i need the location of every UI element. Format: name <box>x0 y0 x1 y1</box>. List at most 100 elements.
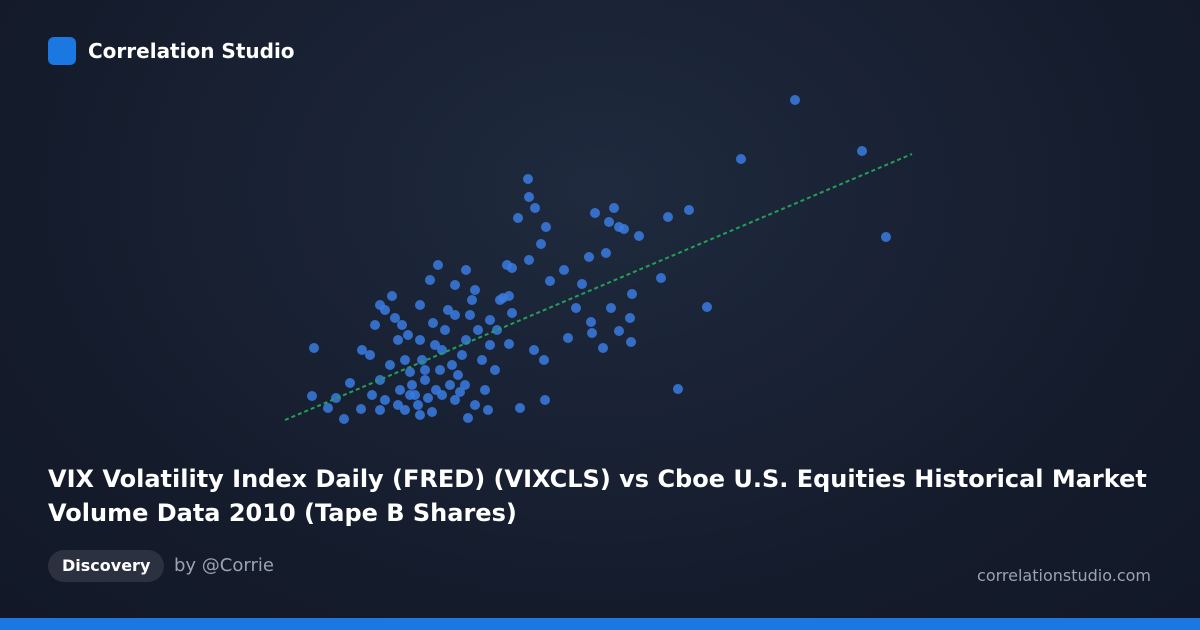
scatter-point <box>604 217 614 227</box>
scatter-point <box>790 95 800 105</box>
scatter-point <box>365 350 375 360</box>
scatter-point <box>587 328 597 338</box>
scatter-point <box>490 365 500 375</box>
scatter-point <box>584 252 594 262</box>
scatter-point <box>375 375 385 385</box>
scatter-point <box>536 239 546 249</box>
trend-line <box>284 153 913 421</box>
scatter-point <box>492 325 502 335</box>
scatter-point <box>598 343 608 353</box>
scatter-point <box>504 339 514 349</box>
scatter-point <box>627 289 637 299</box>
scatter-point <box>390 313 400 323</box>
scatter-point <box>513 213 523 223</box>
scatter-point <box>614 326 624 336</box>
scatter-point <box>400 355 410 365</box>
scatter-point <box>470 285 480 295</box>
scatter-point <box>467 295 477 305</box>
scatter-point <box>523 174 533 184</box>
scatter-point <box>483 405 493 415</box>
scatter-point <box>443 305 453 315</box>
scatter-point <box>563 333 573 343</box>
scatter-point <box>571 303 581 313</box>
scatter-point <box>387 291 397 301</box>
scatter-point <box>539 355 549 365</box>
site-url[interactable]: correlationstudio.com <box>977 566 1151 585</box>
scatter-point <box>417 355 427 365</box>
scatter-point <box>461 265 471 275</box>
scatter-point <box>619 224 629 234</box>
scatter-point <box>634 231 644 241</box>
scatter-point <box>403 330 413 340</box>
scatter-point <box>415 335 425 345</box>
scatter-point <box>463 413 473 423</box>
scatter-point <box>440 325 450 335</box>
scatter-point <box>356 404 366 414</box>
scatter-point <box>460 380 470 390</box>
scatter-point <box>393 400 403 410</box>
scatter-point <box>502 260 512 270</box>
scatter-point <box>609 203 619 213</box>
scatter-point <box>545 276 555 286</box>
scatter-point <box>423 393 433 403</box>
scatter-point <box>323 403 333 413</box>
scatter-point <box>375 405 385 415</box>
scatter-point <box>437 345 447 355</box>
scatter-point <box>367 390 377 400</box>
scatter-point <box>450 310 460 320</box>
scatter-point <box>453 370 463 380</box>
scatter-point <box>415 300 425 310</box>
scatter-point <box>385 360 395 370</box>
chart-title: VIX Volatility Index Daily (FRED) (VIXCL… <box>48 465 1147 527</box>
scatter-point <box>673 384 683 394</box>
scatter-point <box>736 154 746 164</box>
scatter-point <box>702 302 712 312</box>
scatter-point <box>420 375 430 385</box>
scatter-point <box>437 390 447 400</box>
scatter-point <box>447 360 457 370</box>
tag[interactable]: Discovery <box>48 550 165 582</box>
scatter-point <box>435 365 445 375</box>
scatter-point <box>485 315 495 325</box>
scatter-point <box>515 403 525 413</box>
scatter-point <box>393 335 403 345</box>
scatter-point <box>427 407 437 417</box>
scatter-point <box>457 350 467 360</box>
scatter-point <box>590 208 600 218</box>
scatter-point <box>541 222 551 232</box>
bottom-bar <box>0 618 1200 630</box>
scatter-point <box>663 212 673 222</box>
scatter-point <box>433 260 443 270</box>
scatter-point <box>477 355 487 365</box>
scatter-point <box>485 340 495 350</box>
scatter-point <box>407 380 417 390</box>
scatter-point <box>405 367 415 377</box>
scatter-point <box>430 340 440 350</box>
scatter-point <box>559 265 569 275</box>
scatter-point <box>309 343 319 353</box>
scatter-point <box>445 380 455 390</box>
scatter-point <box>857 146 867 156</box>
scatter-point <box>473 325 483 335</box>
scatter-point <box>455 387 465 397</box>
scatter-point <box>345 378 355 388</box>
scatter-point <box>881 232 891 242</box>
scatter-point <box>339 414 349 424</box>
scatter-point <box>357 345 367 355</box>
scatter-point <box>380 305 390 315</box>
scatter-point <box>626 337 636 347</box>
scatter-chart <box>284 95 913 424</box>
scatter-point <box>413 400 423 410</box>
scatter-point <box>405 390 415 400</box>
brand: Correlation Studio <box>88 39 295 63</box>
scatter-point <box>524 255 534 265</box>
scatter-point <box>450 280 460 290</box>
scatter-point <box>606 303 616 313</box>
scatter-point <box>470 400 480 410</box>
author[interactable]: by @Corrie <box>174 555 274 576</box>
scatter-point <box>507 308 517 318</box>
scatter-point <box>428 318 438 328</box>
scatter-point <box>400 405 410 415</box>
scatter-point <box>397 320 407 330</box>
